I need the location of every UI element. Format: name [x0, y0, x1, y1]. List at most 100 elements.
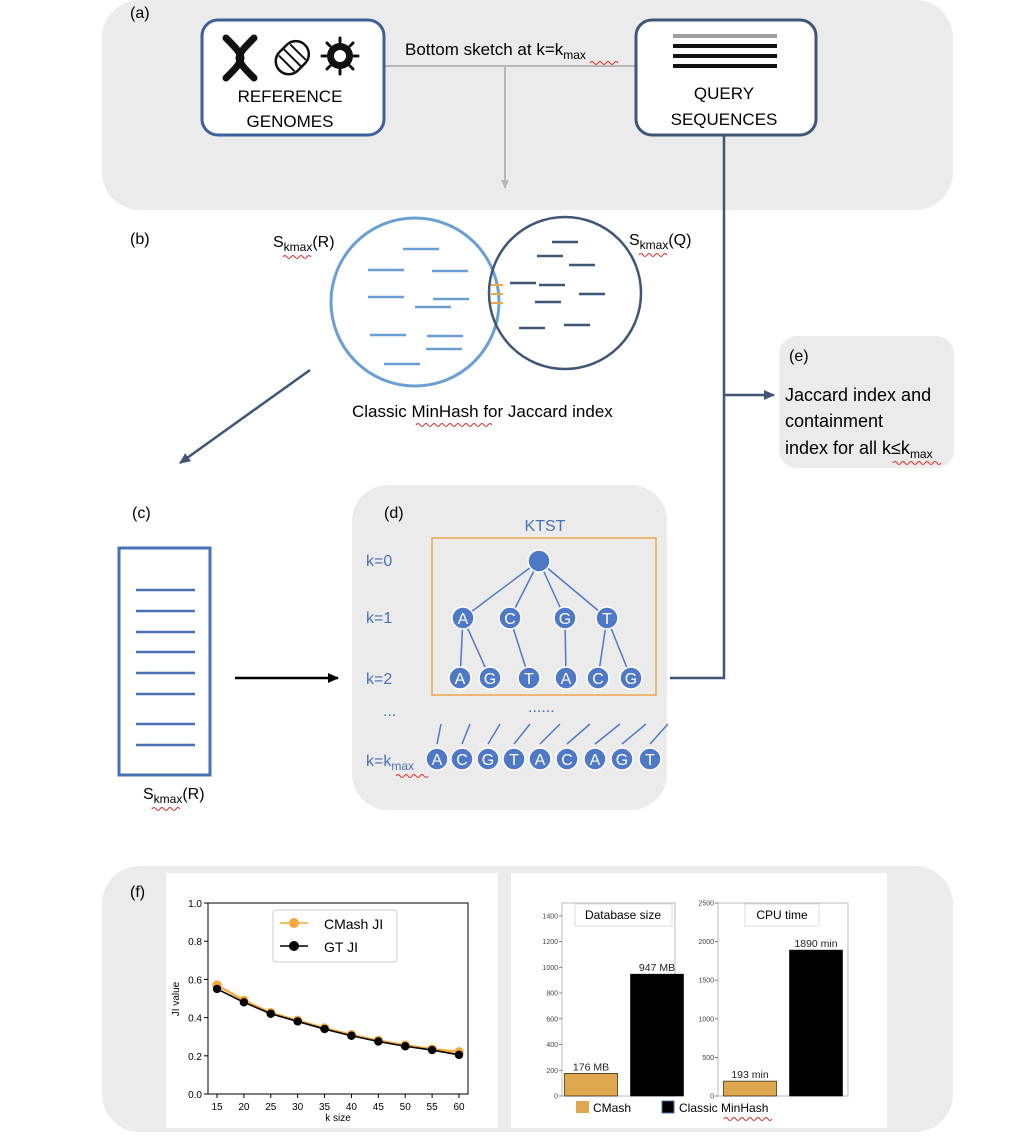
query-sketch-circle	[487, 215, 643, 371]
y-tick-label: 1500	[698, 978, 714, 985]
tree-node-label: C	[592, 671, 604, 688]
query-sequences-line2: SEQUENCES	[671, 110, 778, 129]
tree-node	[425, 747, 449, 771]
x-tick-label: 15	[211, 1102, 223, 1113]
x-tick-label: 20	[238, 1102, 250, 1113]
results-line3: index for all k≤kmax	[785, 438, 933, 461]
gt-ji-point	[454, 1050, 464, 1060]
tree-level1-nodes: A C G T	[451, 606, 619, 630]
y-tick-label: 800	[546, 991, 558, 998]
ktst-title: KTST	[525, 518, 566, 535]
panel-c: (c) Skmax(R)	[117, 505, 212, 812]
x-tick-label: 40	[346, 1102, 358, 1113]
tree-node	[583, 747, 607, 771]
gt-ji-point	[401, 1042, 410, 1051]
x-tick-label: 60	[453, 1102, 465, 1113]
ji-line-chart: 0.00.20.40.60.81.0 15 20 25 30 35 40 45 50 55 60 …	[166, 873, 498, 1128]
ktst-panel-background	[352, 485, 667, 810]
tree-node	[638, 747, 662, 771]
panel-a: (a)	[102, 0, 953, 210]
gt-ji-line	[216, 988, 460, 1056]
tree-node	[528, 747, 552, 771]
db-bar-classic-label: 947 MB	[639, 962, 675, 974]
y-tick-label: 1000	[542, 965, 558, 972]
results-line1: Jaccard index and	[785, 385, 931, 405]
db-chart-y-ticks: 0 200 400 600 800 1000 1200 1400	[542, 913, 562, 1101]
reference-genomes-line1: REFERENCE	[238, 87, 343, 106]
bar-legend-classic-label: Classic MinHash	[679, 1101, 768, 1115]
tree-node-label: T	[509, 752, 519, 769]
x-tick-label: 45	[373, 1102, 385, 1113]
x-tick-label: 55	[427, 1102, 439, 1113]
cpu-bar-classic-label: 1890 min	[794, 938, 837, 950]
tree-node-label: T	[524, 671, 534, 688]
y-tick-label: 0.6	[188, 975, 202, 986]
tree-level2-nodes: A G T A C G	[448, 666, 643, 690]
level-label-k1: k=1	[366, 610, 392, 627]
tree-node	[610, 747, 634, 771]
gt-ji-point	[347, 1031, 356, 1040]
y-tick-label: 0.2	[188, 1052, 202, 1063]
query-sketch-label: Skmax(Q)	[629, 232, 691, 252]
cmash-ji-line	[216, 984, 460, 1054]
y-tick-label: 0.0	[188, 1090, 202, 1101]
panel-c-label: (c)	[132, 505, 151, 522]
tree-node-label: C	[456, 752, 468, 769]
query-flow-line	[670, 135, 726, 680]
line-chart-plot-area	[207, 902, 469, 1095]
y-tick-label: 600	[546, 1016, 558, 1023]
spellcheck-squiggle	[282, 254, 312, 260]
cpu-chart-title-box	[744, 903, 820, 927]
tree-node	[517, 666, 541, 690]
reference-hash-values	[368, 247, 469, 366]
tree-node-label: G	[484, 671, 496, 688]
query-hash-values	[510, 240, 605, 330]
gt-ji-point	[374, 1037, 383, 1046]
cpu-bar-cmash	[723, 1080, 777, 1097]
cpu-chart-title: CPU time	[756, 908, 808, 922]
gt-ji-point	[266, 1009, 275, 1018]
ktst-tree-box	[431, 537, 657, 696]
bar-legend-classic-swatch	[661, 1100, 675, 1114]
y-tick-label: 1200	[542, 939, 558, 946]
line-chart-x-ticks: 15 20 25 30 35 40 45 50 55 60	[211, 1094, 465, 1113]
query-sequences-line1: QUERY	[694, 84, 754, 103]
sorted-sketch-label: Skmax(R)	[143, 786, 205, 806]
y-tick-label: 0.8	[188, 937, 202, 948]
x-tick-label: 50	[400, 1102, 412, 1113]
reference-sketch-circle	[329, 216, 501, 388]
line-chart-legend: CMash JI GT JI	[272, 909, 398, 963]
query-sequences-box	[634, 18, 818, 137]
tree-node	[553, 606, 577, 630]
virus-icon	[320, 36, 360, 76]
sorted-sketch-box	[117, 546, 212, 777]
panel-f: (f) 0.0 0.2 0.4 0.6 0.8 1.0 15 20 25 30 35 40 45 50 5…	[102, 866, 953, 1132]
tree-node-label: A	[590, 752, 601, 769]
cpu-chart-y-ticks: 0 500 1000 1500 2000 2500	[698, 901, 718, 1101]
tree-node	[450, 747, 474, 771]
panel-e: (e) Jaccard index and containment index …	[779, 336, 954, 468]
level-label-kmax: k=kmax	[366, 753, 414, 773]
tree-node-label: A	[455, 671, 466, 688]
spellcheck-squiggle	[589, 60, 619, 66]
spellcheck-squiggle	[723, 1116, 773, 1122]
legend-cmash-label: CMash JI	[324, 916, 383, 932]
cpu-chart-plot-area	[717, 902, 849, 1097]
gt-ji-point	[320, 1024, 329, 1034]
sequences-icon	[673, 34, 777, 68]
tree-node-label: G	[625, 671, 637, 688]
tree-node-label: G	[559, 611, 571, 628]
panel-d: (d) KTST k=0 k=1 k=2 ... k=kmax ......	[352, 485, 669, 810]
spellcheck-squiggle	[151, 806, 181, 812]
tree-node-label: A	[458, 611, 469, 628]
reference-genomes-line2: GENOMES	[247, 112, 334, 131]
tree-leaf-nodes: A C G T A C A G T	[425, 747, 662, 771]
gt-ji-point	[239, 998, 249, 1007]
tree-node	[451, 606, 475, 630]
gt-ji-point	[293, 1017, 302, 1026]
legend-cmash-marker	[289, 918, 299, 928]
spellcheck-squiggle	[395, 773, 429, 779]
panel-a-label: (a)	[130, 5, 150, 22]
level-label-dots: ...	[383, 703, 396, 720]
bottom-sketch-label: Bottom sketch at k=kmax	[405, 40, 586, 62]
